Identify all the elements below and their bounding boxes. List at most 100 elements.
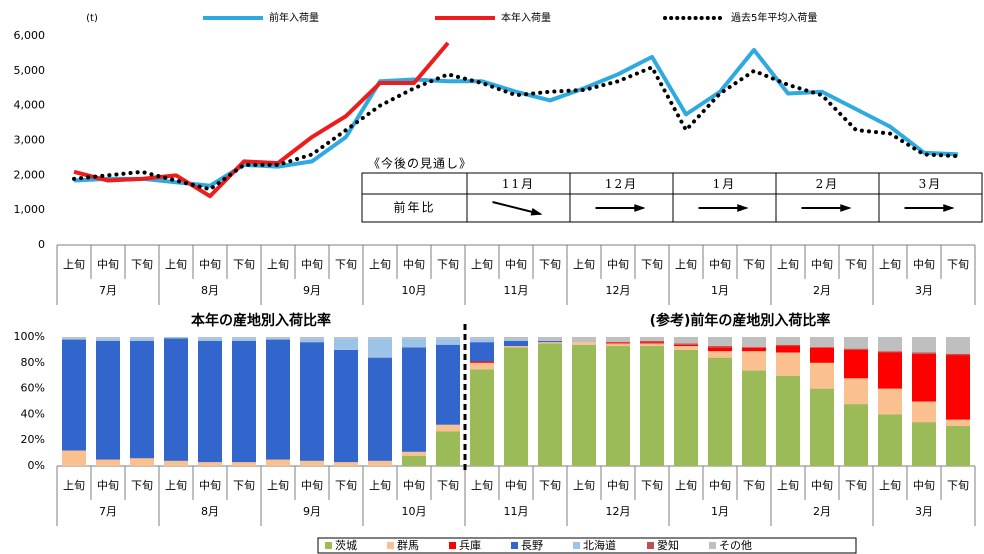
legend-label: 本年入荷量 bbox=[501, 11, 551, 24]
x-tick-label: 下旬 bbox=[437, 258, 459, 271]
x-group-label: 12月 bbox=[606, 284, 631, 297]
bar-segment bbox=[946, 355, 970, 420]
bar-segment bbox=[368, 357, 392, 461]
x-tick-label: 中旬 bbox=[505, 258, 527, 271]
bar-segment bbox=[708, 357, 732, 466]
x-group-label: 9月 bbox=[303, 284, 321, 297]
bar-segment bbox=[402, 337, 426, 339]
bar-segment bbox=[708, 347, 732, 352]
legend-swatch bbox=[511, 542, 518, 549]
legend-swatch bbox=[573, 542, 580, 549]
bar-segment bbox=[912, 422, 936, 466]
bar-segment bbox=[470, 338, 494, 343]
bar-segment bbox=[96, 340, 120, 460]
bar-segment bbox=[946, 426, 970, 466]
x-group-label: 1月 bbox=[711, 505, 729, 518]
bar-segment bbox=[878, 351, 902, 353]
bar-segment bbox=[334, 462, 358, 466]
trend-arrowhead bbox=[737, 204, 749, 212]
bar-segment bbox=[300, 460, 324, 466]
bar-segment bbox=[504, 346, 528, 348]
x-tick-label: 上旬 bbox=[471, 479, 493, 492]
outlook-column: 1月 bbox=[713, 177, 737, 191]
y-tick-label: 2,000 bbox=[14, 168, 46, 181]
x-tick-label: 上旬 bbox=[63, 479, 85, 492]
bar-segment bbox=[912, 352, 936, 354]
x-tick-label: 中旬 bbox=[199, 258, 221, 271]
bar-segment bbox=[436, 431, 460, 466]
bar-segment bbox=[198, 338, 222, 341]
outlook-column: 3月 bbox=[919, 177, 943, 191]
bar-segment bbox=[572, 337, 596, 343]
bar-segment bbox=[674, 346, 698, 350]
bar-segment bbox=[334, 337, 358, 339]
bar-segment bbox=[776, 352, 800, 376]
legend-swatch bbox=[709, 542, 716, 549]
bar-segment bbox=[776, 344, 800, 347]
y-tick-label: 100% bbox=[14, 330, 45, 343]
bar-segment bbox=[266, 339, 290, 460]
bar-segment bbox=[266, 459, 290, 466]
legend-label: 過去5年平均入荷量 bbox=[731, 11, 817, 24]
bar-segment bbox=[878, 414, 902, 466]
bar-segment bbox=[96, 337, 120, 339]
x-tick-label: 中旬 bbox=[811, 258, 833, 271]
bar-segment bbox=[368, 460, 392, 466]
bar-segment bbox=[164, 460, 188, 466]
bar-segment bbox=[640, 343, 664, 347]
bar-segment bbox=[844, 337, 868, 349]
x-tick-label: 下旬 bbox=[539, 258, 561, 271]
outlook-title: 《今後の見通し》 bbox=[368, 156, 472, 171]
series-line bbox=[73, 41, 450, 199]
x-tick-label: 下旬 bbox=[845, 258, 867, 271]
x-tick-label: 中旬 bbox=[709, 479, 731, 492]
y-unit: (t) bbox=[86, 13, 98, 24]
bar-segment bbox=[130, 340, 154, 459]
y-tick-label: 0 bbox=[38, 238, 45, 251]
x-tick-label: 上旬 bbox=[573, 258, 595, 271]
bar-segment bbox=[912, 353, 936, 402]
bar-segment bbox=[878, 388, 902, 415]
x-group-label: 1月 bbox=[711, 284, 729, 297]
bar-segment bbox=[844, 349, 868, 379]
bar-segment bbox=[538, 337, 562, 341]
x-tick-label: 中旬 bbox=[403, 258, 425, 271]
legend-swatch bbox=[647, 542, 654, 549]
bar-segment bbox=[62, 338, 86, 340]
bar-segment bbox=[844, 378, 868, 405]
x-tick-label: 下旬 bbox=[131, 479, 153, 492]
x-group-label: 8月 bbox=[201, 284, 219, 297]
bar-segment bbox=[708, 351, 732, 358]
bar-segment bbox=[776, 346, 800, 353]
bar-segment bbox=[198, 340, 222, 463]
bar-segment bbox=[674, 344, 698, 347]
bar-segment bbox=[776, 375, 800, 466]
bar-segment bbox=[266, 337, 290, 339]
bar-segment bbox=[640, 346, 664, 466]
bar-segment bbox=[130, 338, 154, 341]
bar-segment bbox=[776, 337, 800, 345]
legend-box bbox=[317, 537, 857, 554]
x-tick-label: 下旬 bbox=[743, 479, 765, 492]
x-group-label: 8月 bbox=[201, 505, 219, 518]
bar-segment bbox=[198, 462, 222, 466]
x-tick-label: 中旬 bbox=[301, 258, 323, 271]
bar-segment bbox=[436, 338, 460, 345]
y-tick-label: 1,000 bbox=[14, 203, 46, 216]
x-tick-label: 中旬 bbox=[301, 479, 323, 492]
x-tick-label: 下旬 bbox=[233, 479, 255, 492]
x-tick-label: 下旬 bbox=[743, 258, 765, 271]
x-tick-label: 上旬 bbox=[267, 258, 289, 271]
outlook-column: 2月 bbox=[816, 177, 840, 191]
bar-segment bbox=[708, 337, 732, 347]
bar-segment bbox=[572, 342, 596, 345]
x-tick-label: 下旬 bbox=[947, 479, 969, 492]
bar-segment bbox=[470, 362, 494, 370]
x-tick-label: 下旬 bbox=[539, 479, 561, 492]
x-group-label: 11月 bbox=[504, 284, 529, 297]
trend-arrowhead bbox=[634, 204, 646, 212]
x-group-label: 2月 bbox=[813, 505, 831, 518]
y-tick-label: 60% bbox=[21, 382, 45, 395]
y-tick-label: 20% bbox=[21, 433, 45, 446]
